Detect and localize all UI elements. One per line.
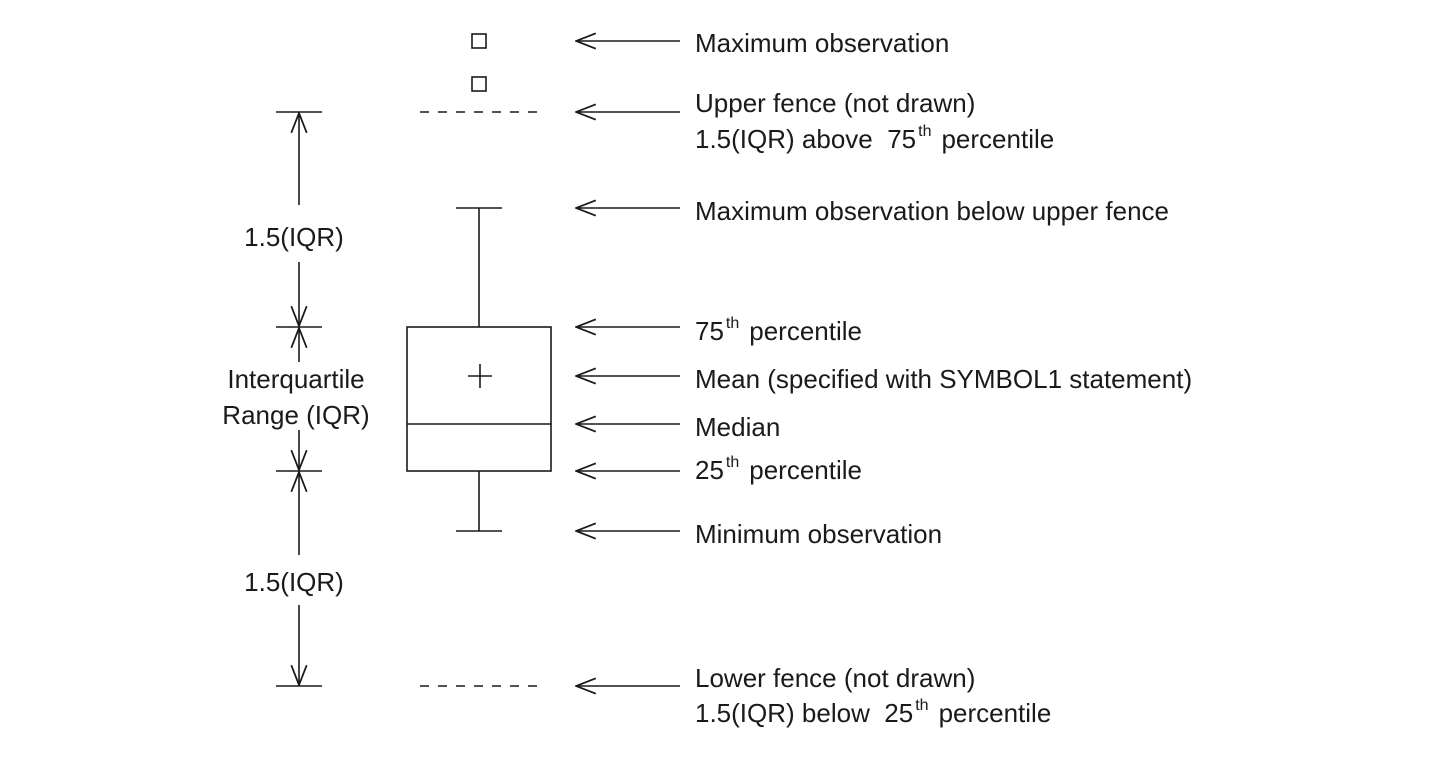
- label-upper-fence-1: Upper fence (not drawn): [695, 88, 975, 118]
- iqr-label-line2: Range (IQR): [222, 400, 369, 430]
- iqr-box: [406, 326, 552, 472]
- label-lower-fence-1: Lower fence (not drawn): [695, 663, 975, 693]
- lower-iqr-label: 1.5(IQR): [244, 567, 344, 597]
- label-max-below-fence: Maximum observation below upper fence: [695, 196, 1169, 226]
- upper-iqr-label: 1.5(IQR): [244, 222, 344, 252]
- label-min-obs: Minimum observation: [695, 519, 942, 549]
- label-max-obs: Maximum observation: [695, 28, 949, 58]
- label-mean: Mean (specified with SYMBOL1 statement): [695, 364, 1192, 394]
- outlier-max-marker: [471, 33, 487, 49]
- outlier-marker: [471, 76, 487, 92]
- mean-plus-symbol: [468, 364, 492, 388]
- iqr-label-line1: Interquartile: [227, 364, 364, 394]
- label-median: Median: [695, 412, 780, 442]
